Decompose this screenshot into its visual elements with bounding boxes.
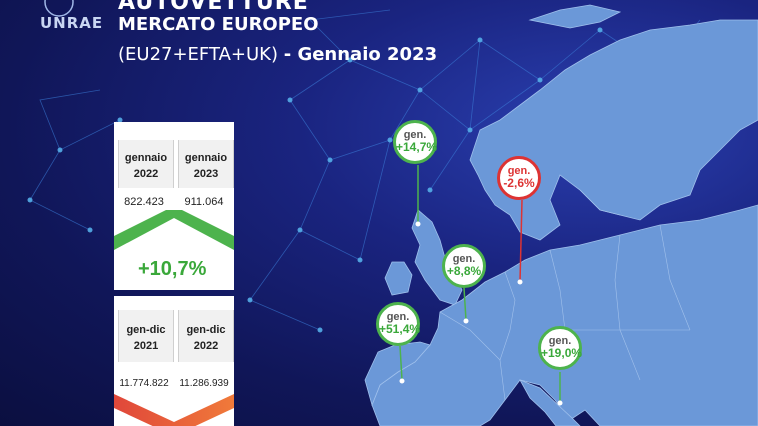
marker-france-value: +8,8% xyxy=(446,264,482,278)
period-label: - Gennaio 2023 xyxy=(283,44,438,65)
marker-italy-label: gen. xyxy=(548,335,572,347)
cumulative-col1-label-a: gen-dic xyxy=(126,324,166,336)
page-period: (EU27+EFTA+UK) - Gennaio 2023 xyxy=(118,44,437,65)
monthly-col2-value: 911.064 xyxy=(184,196,224,208)
cumulative-col2-label-a: gen-dic xyxy=(186,324,226,336)
marker-leaders xyxy=(399,165,563,406)
marker-germany-value: -2,6% xyxy=(503,176,535,190)
network-nodes xyxy=(27,27,603,333)
monthly-col1-value: 822.423 xyxy=(124,196,164,208)
cumulative-col2-header: gen-dic 2022 xyxy=(178,310,234,362)
trend-down-arrow-icon xyxy=(114,394,234,426)
monthly-change: +10,7% xyxy=(138,258,207,280)
monthly-col2-label-a: gennaio xyxy=(184,152,228,164)
marker-uk: gen. +14,7% xyxy=(393,120,437,164)
logo-emblem-icon xyxy=(44,0,74,17)
cumulative-col1-label-b: 2021 xyxy=(133,340,159,352)
svalbard-like-shape xyxy=(528,4,622,29)
marker-spain-label: gen. xyxy=(386,311,410,323)
marker-italy-value: +19,0% xyxy=(541,346,583,360)
monthly-col1-header: gennaio 2022 xyxy=(118,140,174,188)
monthly-col2-label-b: 2023 xyxy=(193,168,219,180)
monthly-col1-label-b: 2022 xyxy=(133,168,159,180)
country-borders xyxy=(439,189,691,401)
monthly-col2-header: gennaio 2023 xyxy=(178,140,234,188)
marker-spain: gen. +51,4% xyxy=(376,302,420,346)
iberia-shape xyxy=(364,341,431,407)
marker-france: gen. +8,8% xyxy=(442,244,486,288)
logo-text: UNRAE xyxy=(40,14,104,32)
scandinavia-shape xyxy=(469,19,758,241)
region-label: (EU27+EFTA+UK) xyxy=(118,44,278,65)
monthly-col1-label-a: gennaio xyxy=(124,152,168,164)
marker-spain-value: +51,4% xyxy=(379,322,421,336)
cumulative-col2-value: 11.286.939 xyxy=(179,378,229,389)
italy-shape xyxy=(519,379,581,426)
europe-map xyxy=(364,4,758,426)
page-subtitle: MERCATO EUROPEO xyxy=(118,14,319,35)
cumulative-col1-value: 11.774.822 xyxy=(119,378,169,389)
marker-uk-label: gen. xyxy=(403,129,427,141)
cumulative-col2-label-b: 2022 xyxy=(193,340,219,352)
marker-italy: gen. +19,0% xyxy=(538,326,582,370)
marker-germany-label: gen. xyxy=(507,165,531,177)
marker-germany: gen. -2,6% xyxy=(497,156,541,200)
unrae-logo: UNRAE xyxy=(18,0,104,36)
trend-up-arrow-icon xyxy=(114,210,234,250)
cumulative-col1-header: gen-dic 2021 xyxy=(118,310,174,362)
page-title: AUTOVETTURE xyxy=(118,0,309,15)
marker-uk-value: +14,7% xyxy=(396,140,438,154)
marker-france-label: gen. xyxy=(452,253,476,265)
ireland-shape xyxy=(384,261,413,296)
